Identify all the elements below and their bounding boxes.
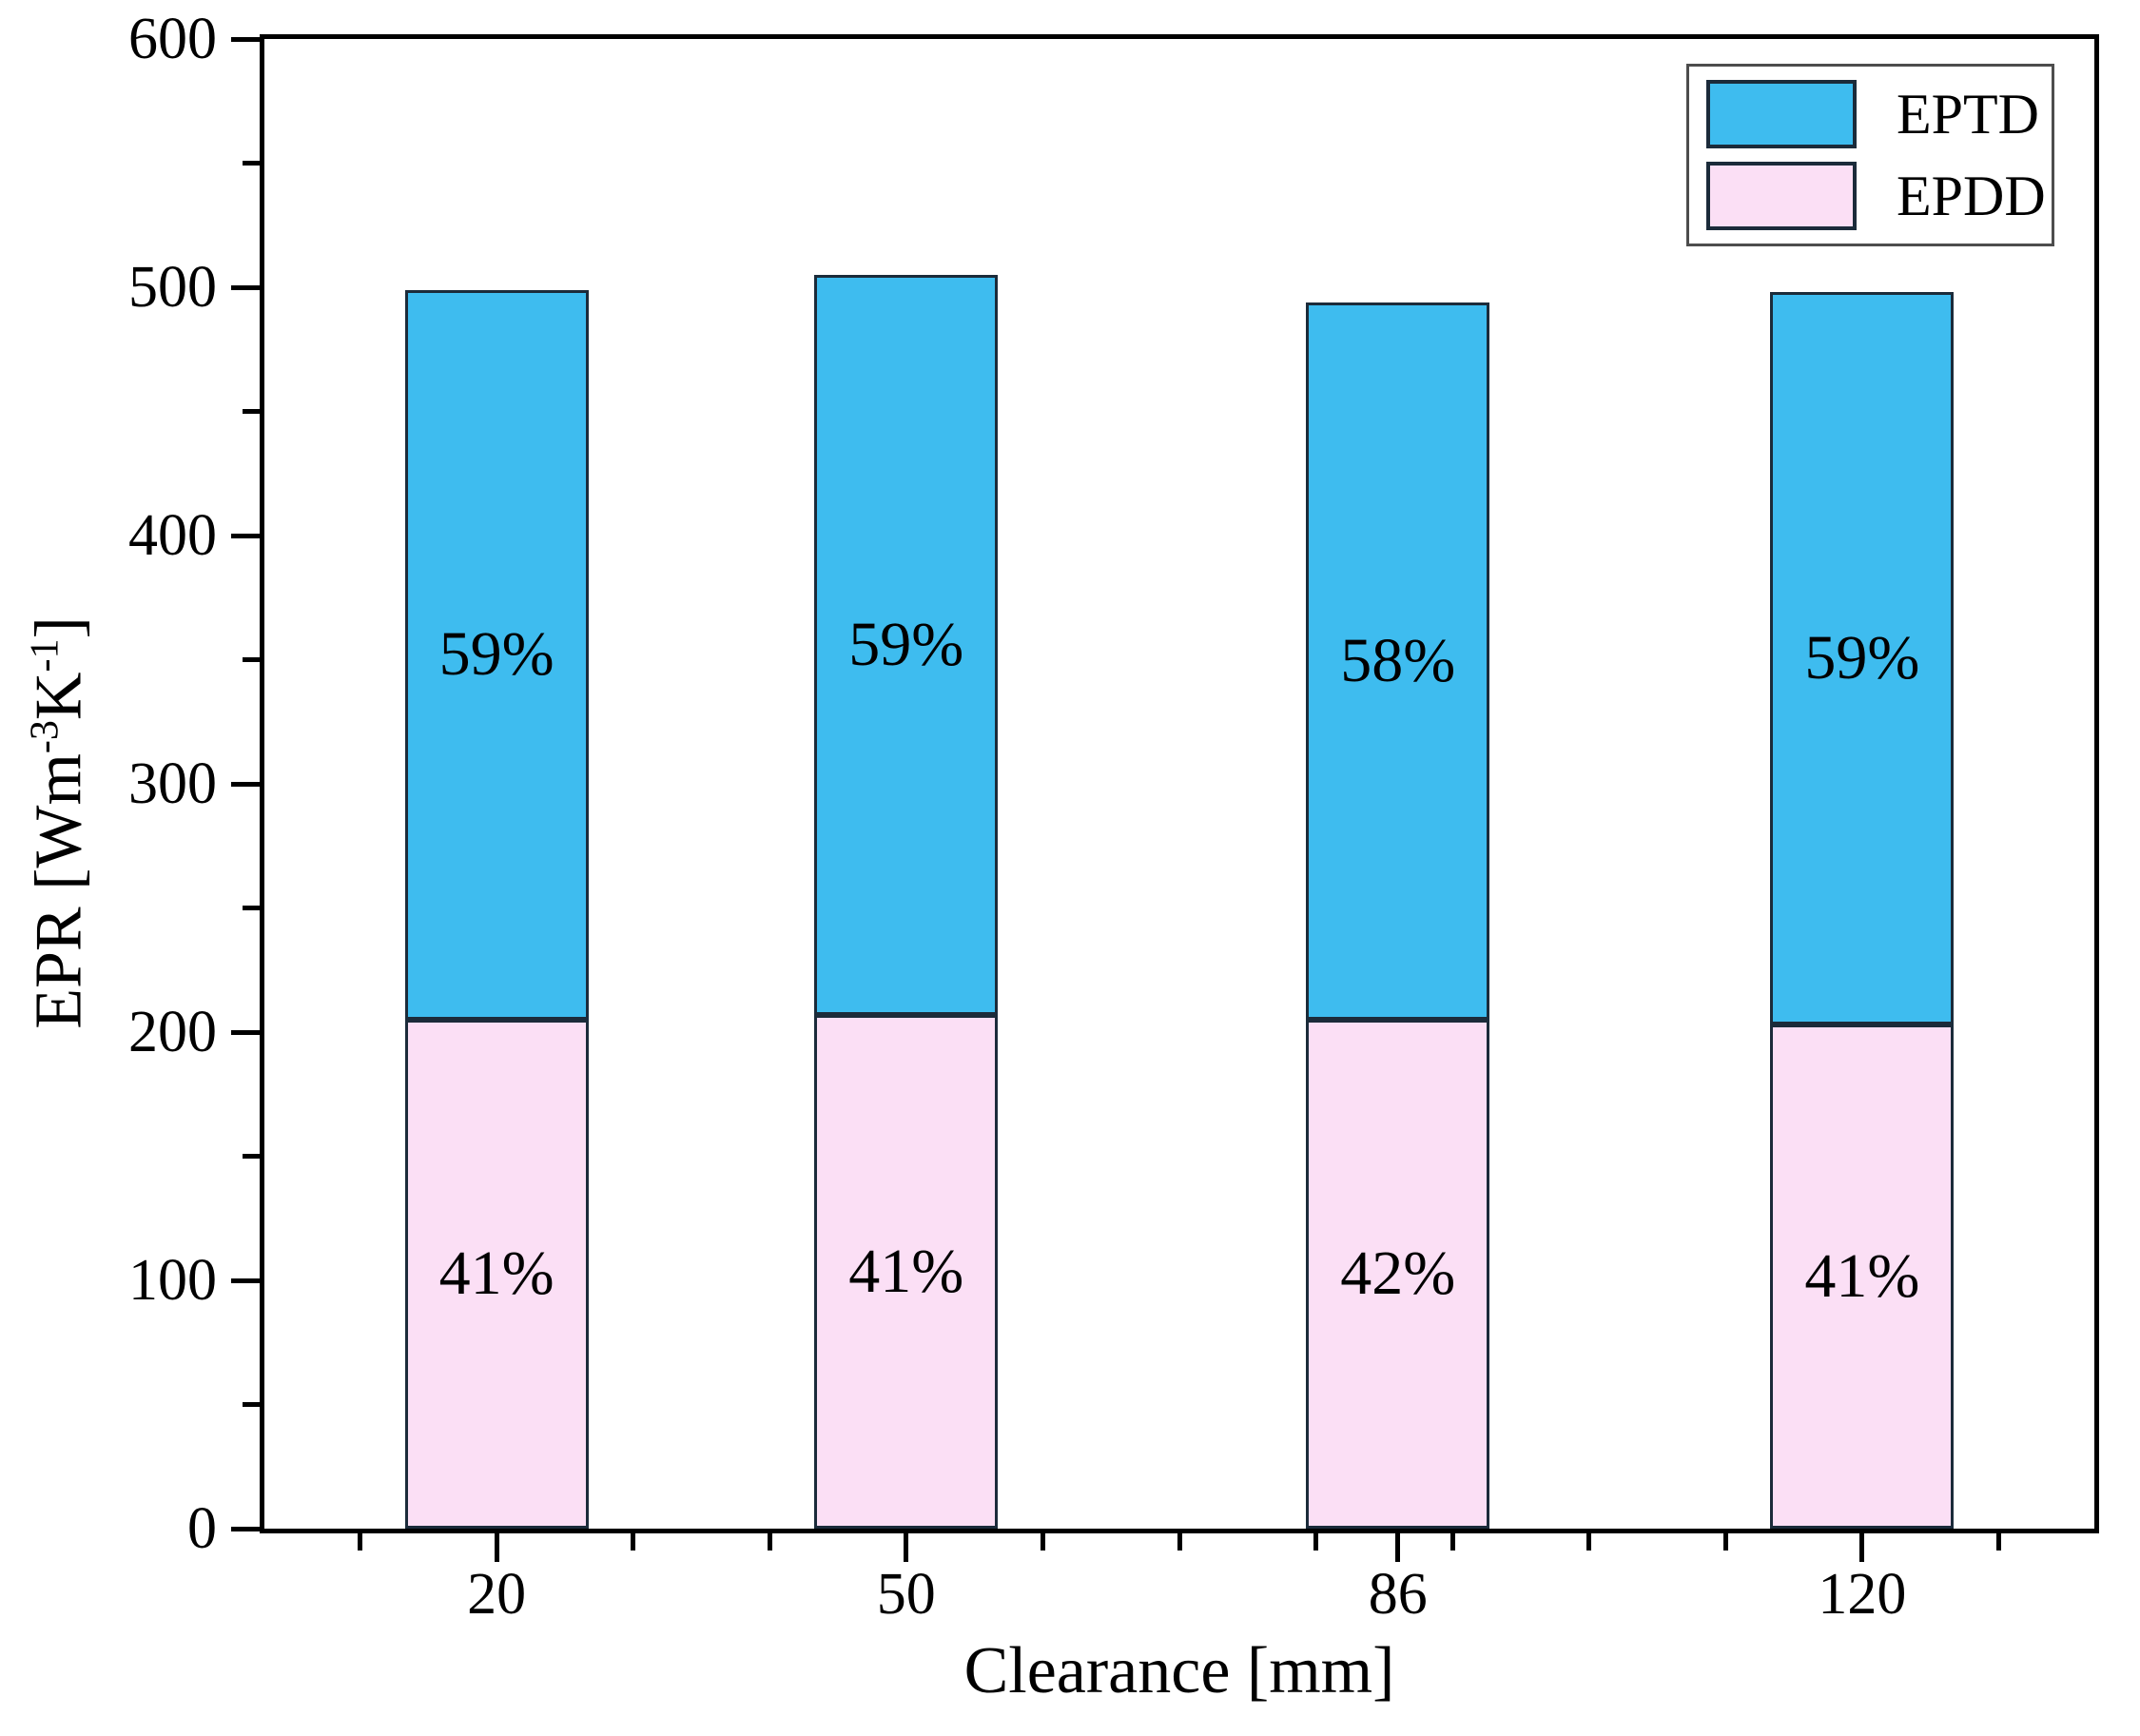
bar-86-eptd-segment: 58%: [1306, 302, 1490, 1020]
x-axis-minor-tick: [1449, 1533, 1455, 1551]
x-axis-minor-tick: [767, 1533, 772, 1551]
y-axis-minor-tick: [243, 906, 260, 910]
x-axis-minor-tick: [1722, 1533, 1728, 1551]
y-axis-major-tick: [231, 284, 260, 290]
bar-20-eptd-segment: 59%: [404, 289, 589, 1020]
y-axis-tick-label: 600: [128, 7, 217, 71]
segment-percent-label: 59%: [1804, 623, 1920, 693]
x-axis-minor-tick: [1313, 1533, 1319, 1551]
x-axis-tick-label: 120: [1818, 1562, 1907, 1627]
bar-50-eptd-segment: 59%: [814, 275, 999, 1015]
y-axis-title-superscript: -1: [23, 638, 68, 673]
x-axis-major-tick: [1859, 1533, 1865, 1562]
legend-swatch-eptd: [1706, 80, 1857, 148]
x-axis-title: Clearance [mm]: [963, 1634, 1395, 1707]
x-axis-minor-tick: [1996, 1533, 2001, 1551]
legend-entry-epdd: EPDD: [1706, 162, 2046, 230]
segment-percent-label: 59%: [848, 609, 964, 679]
legend-swatch-epdd: [1706, 162, 1857, 230]
bar-120-eptd-segment: 59%: [1770, 292, 1955, 1025]
x-axis-tick-label: 50: [876, 1562, 936, 1627]
y-axis-minor-tick: [243, 161, 260, 166]
y-axis-minor-tick: [243, 1154, 260, 1159]
y-axis-tick-label: 300: [128, 751, 217, 816]
y-axis-tick-label: 400: [128, 503, 217, 568]
x-axis-minor-tick: [1040, 1533, 1045, 1551]
y-axis-major-tick: [231, 533, 260, 538]
segment-percent-label: 58%: [1340, 625, 1456, 695]
y-axis-major-tick: [231, 36, 260, 42]
legend-label-eptd: EPTD: [1897, 83, 2039, 146]
y-axis-tick-label: 0: [187, 1496, 217, 1561]
y-axis-title: EPR [Wm-3K-1]: [23, 616, 96, 1029]
plot-area: EPTD EPDD 41% 59% 41% 59% 42% 58% 41% 59% 0 100 20…: [128, 10, 2099, 1624]
y-axis-minor-tick: [243, 1402, 260, 1407]
y-axis-major-tick: [231, 1278, 260, 1283]
segment-percent-label: 41%: [1804, 1241, 1920, 1312]
x-axis-tick-label: 86: [1368, 1562, 1428, 1627]
x-axis-minor-tick: [1586, 1533, 1592, 1551]
y-axis-minor-tick: [243, 409, 260, 414]
y-axis-tick-label: 100: [128, 1248, 217, 1313]
y-axis-title-text: K: [22, 672, 96, 721]
y-axis-major-tick: [231, 781, 260, 787]
x-axis-major-tick: [494, 1533, 499, 1562]
y-axis-major-tick: [231, 1526, 260, 1531]
y-axis-tick-label: 500: [128, 255, 217, 320]
y-axis-minor-tick: [243, 657, 260, 662]
x-axis-major-tick: [904, 1533, 909, 1562]
y-axis-tick-label: 200: [128, 1000, 217, 1064]
segment-percent-label: 42%: [1340, 1239, 1456, 1309]
y-axis-title-superscript: -3: [23, 720, 68, 754]
y-axis-title-text: ]: [22, 616, 96, 639]
x-axis-tick-label: 20: [467, 1562, 527, 1627]
y-axis-major-tick: [231, 1029, 260, 1035]
bar-86-epdd-segment: 42%: [1306, 1019, 1490, 1529]
legend-label-epdd: EPDD: [1897, 165, 2046, 227]
legend-entry-eptd: EPTD: [1706, 80, 2039, 148]
x-axis-minor-tick: [631, 1533, 636, 1551]
segment-percent-label: 41%: [848, 1236, 964, 1306]
legend: EPTD EPDD: [1686, 64, 2054, 246]
bar-20-epdd-segment: 41%: [404, 1019, 589, 1529]
x-axis-minor-tick: [1177, 1533, 1182, 1551]
segment-percent-label: 41%: [438, 1239, 554, 1309]
x-axis-major-tick: [1395, 1533, 1401, 1562]
segment-percent-label: 59%: [438, 619, 554, 690]
bar-50-epdd-segment: 41%: [814, 1014, 999, 1529]
bar-120-epdd-segment: 41%: [1770, 1024, 1955, 1529]
x-axis-minor-tick: [358, 1533, 362, 1551]
